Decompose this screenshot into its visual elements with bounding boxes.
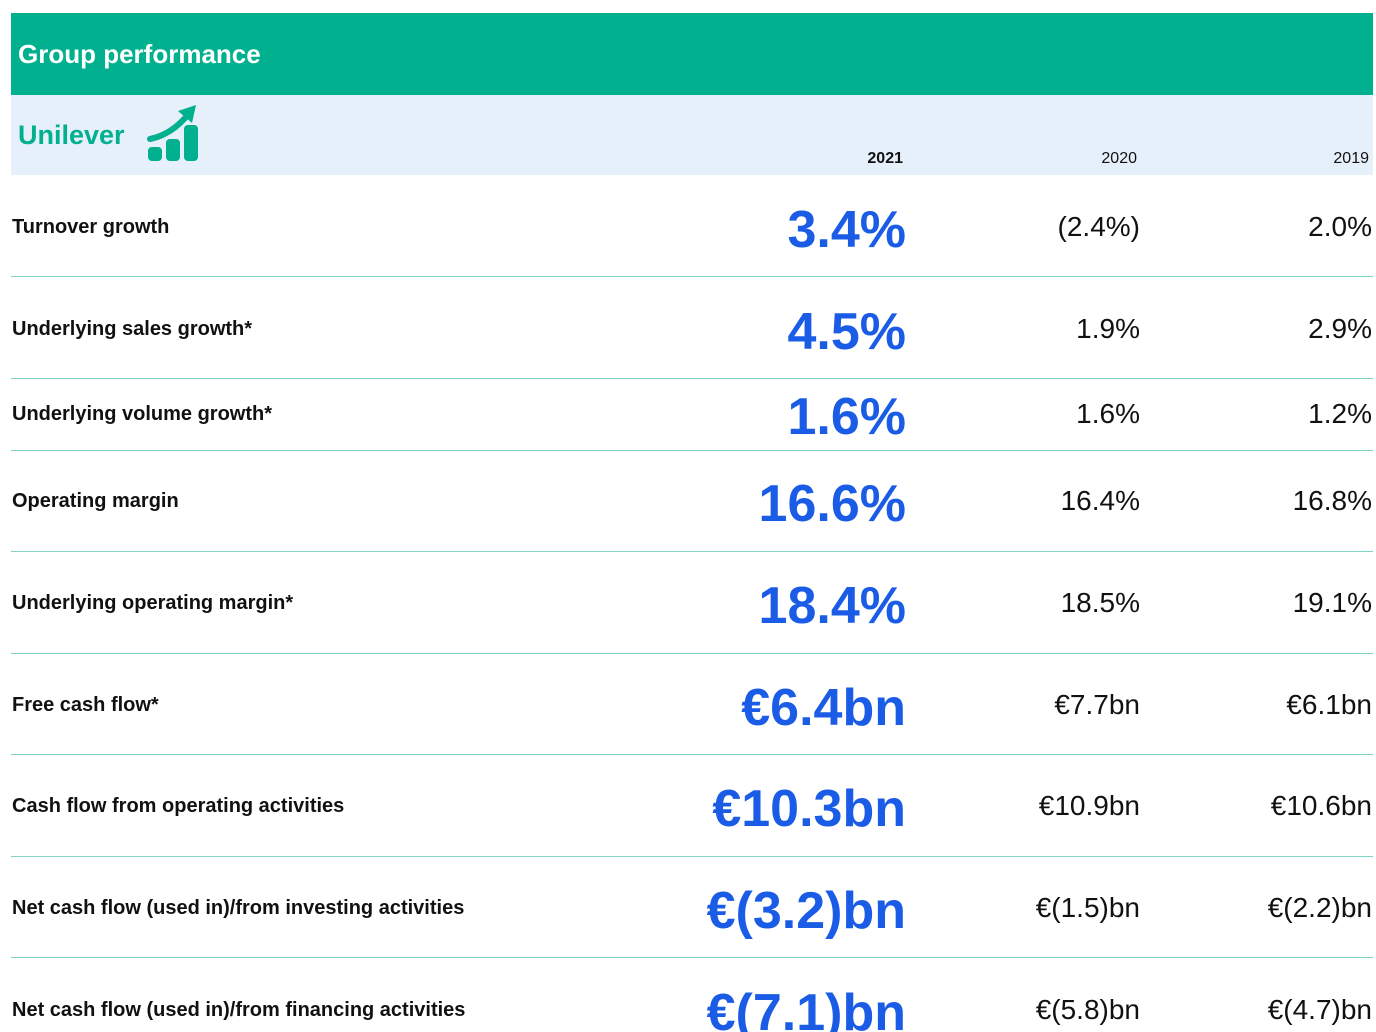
value: €7.7bn [1054,689,1140,720]
row-label: Net cash flow (used in)/from investing a… [12,897,465,919]
value: 1.9% [1076,313,1140,344]
value: (2.4%) [1057,211,1140,242]
value: 1.2% [1308,398,1372,429]
value: 2.9% [1308,313,1372,344]
row-separator [11,378,1373,379]
highlight-value: 3.4% [787,201,906,259]
highlight-value: 18.4% [758,577,906,635]
row-label: Cash flow from operating activities [12,795,345,817]
column-header: 2020 [1101,150,1137,167]
highlight-value: 16.6% [758,475,906,533]
header-title: Group performance [18,39,261,69]
highlight-value: €10.3bn [712,780,906,838]
value: €(1.5)bn [1035,892,1140,923]
highlight-value: €(7.1)bn [706,984,906,1032]
row-separator [11,653,1373,654]
value: €6.1bn [1286,689,1372,720]
row-separator [11,957,1373,958]
row-label: Turnover growth [12,216,170,238]
row-separator [11,551,1373,552]
value: €10.6bn [1270,790,1372,821]
row-separator [11,276,1373,277]
header-bar [11,13,1373,95]
row-label: Net cash flow (used in)/from financing a… [12,999,466,1021]
row-separator [11,856,1373,857]
subheader-bar [11,95,1373,175]
row-separator [11,754,1373,755]
brand: Unilever [18,120,125,150]
highlight-value: 4.5% [787,303,906,361]
value: 1.6% [1076,398,1140,429]
highlight-value: €(3.2)bn [706,882,906,940]
growth-icon [147,105,198,161]
value: 19.1% [1292,587,1372,618]
value: €(4.7)bn [1267,994,1372,1025]
column-header: 2021 [867,150,903,167]
row-label: Underlying operating margin* [12,592,294,614]
row-label: Operating margin [12,490,179,512]
value: 16.8% [1292,485,1372,516]
highlight-value: €6.4bn [741,679,906,737]
value: 18.5% [1060,587,1140,618]
value: €(2.2)bn [1267,892,1372,923]
value: €10.9bn [1038,790,1140,821]
value: €(5.8)bn [1035,994,1140,1025]
value: 16.4% [1060,485,1140,516]
row-separator [11,450,1373,451]
highlight-value: 1.6% [787,388,906,446]
row-label: Free cash flow* [12,694,159,716]
row-label: Underlying volume growth* [12,403,273,425]
column-header: 2019 [1333,150,1369,167]
row-label: Underlying sales growth* [12,318,253,340]
value: 2.0% [1308,211,1372,242]
